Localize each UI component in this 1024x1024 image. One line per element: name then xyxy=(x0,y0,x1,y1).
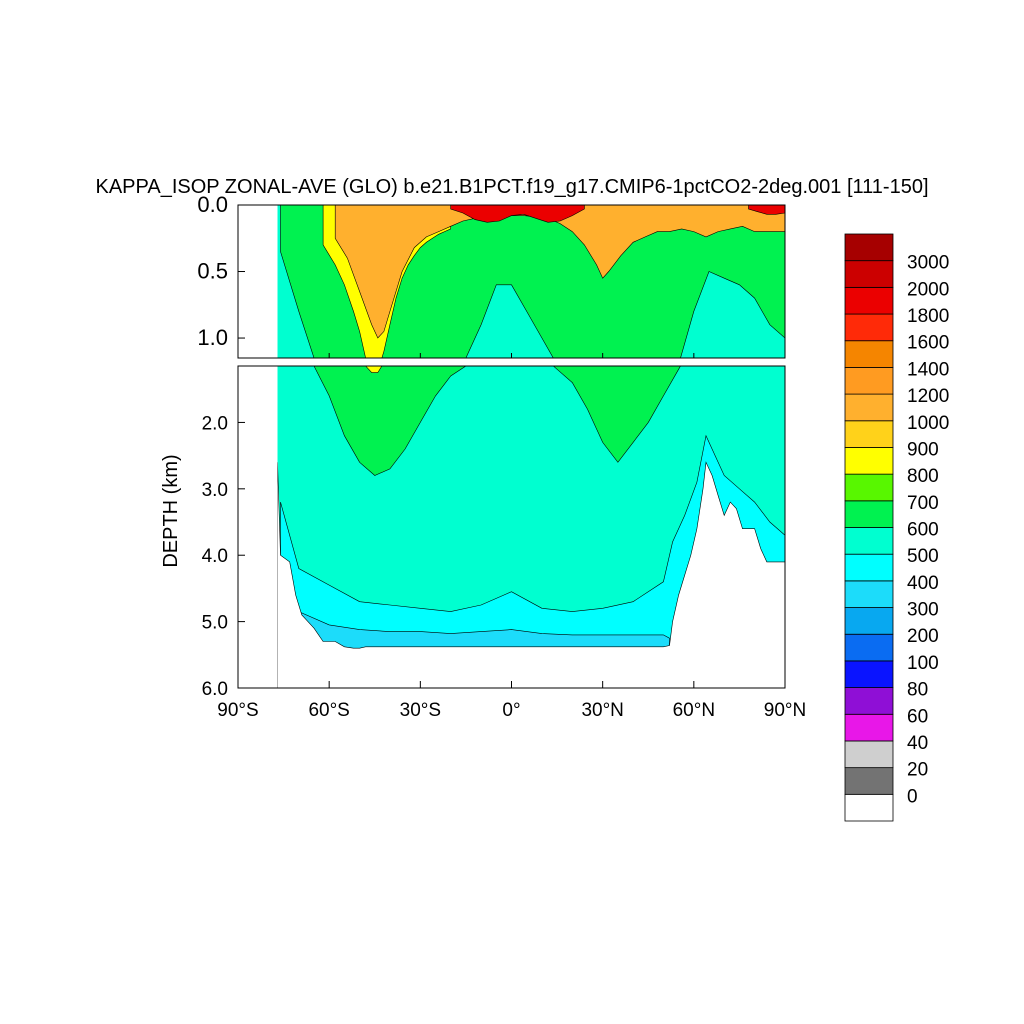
y-tick-label: 4.0 xyxy=(202,546,228,567)
colorbar-label: 300 xyxy=(907,600,939,621)
y-tick-label: 2.0 xyxy=(202,413,228,434)
x-tick-label: 30°N xyxy=(581,700,623,721)
y-tick-label: 6.0 xyxy=(202,679,228,700)
band-800 xyxy=(365,366,383,373)
y-tick-label: 0.5 xyxy=(197,259,228,284)
colorbar-swatch xyxy=(844,420,894,448)
colorbar-swatch xyxy=(844,393,894,422)
x-tick-label: 90°S xyxy=(217,700,258,721)
colorbar-label: 20 xyxy=(907,760,928,781)
x-tick-label: 60°S xyxy=(308,700,349,721)
y-tick-label: 5.0 xyxy=(202,613,228,634)
y-tick-label: 1.0 xyxy=(197,325,228,350)
colorbar-swatch xyxy=(844,313,894,342)
colorbar-label: 900 xyxy=(907,439,939,460)
band-400 xyxy=(280,434,785,688)
antarctica-mask xyxy=(238,205,278,358)
colorbar-label: 100 xyxy=(907,653,939,674)
colorbar: 0 20 40 60 80 100 200 300 400 500 600 700 800 900 1000… xyxy=(844,233,949,822)
colorbar-label: 500 xyxy=(907,546,939,567)
x-tick-label: 90°N xyxy=(764,700,806,721)
colorbar-label: 600 xyxy=(907,520,939,541)
colorbar-swatch xyxy=(844,633,894,662)
y-axis-label: DEPTH (km) xyxy=(160,454,182,567)
band-600 xyxy=(313,366,681,476)
colorbar-label: 0 xyxy=(907,786,918,807)
lower-panel: 2.0 3.0 4.0 5.0 6.0 xyxy=(202,365,786,700)
colorbar-swatch xyxy=(844,367,894,395)
colorbar-label: 3000 xyxy=(907,253,949,274)
colorbar-swatch xyxy=(844,580,894,608)
colorbar-label: 400 xyxy=(907,573,939,594)
colorbar-swatch xyxy=(844,233,894,262)
x-tick-label: 60°N xyxy=(673,700,715,721)
x-axis: 90°S 60°S 30°S 0° 30°N 60°N 90°N xyxy=(217,353,806,721)
colorbar-swatch xyxy=(844,660,894,688)
seafloor-mask xyxy=(277,461,785,688)
colorbar-label: 60 xyxy=(907,706,928,727)
y-tick-label: 0.0 xyxy=(197,192,228,217)
colorbar-swatch xyxy=(844,527,894,555)
band-1800 xyxy=(450,205,585,223)
x-tick-label: 0° xyxy=(502,700,520,721)
colorbar-label: 700 xyxy=(907,493,939,514)
colorbar-label: 2000 xyxy=(907,279,949,300)
colorbar-label: 40 xyxy=(907,733,928,754)
colorbar-label: 1200 xyxy=(907,386,949,407)
colorbar-swatch xyxy=(844,286,894,315)
colorbar-label: 80 xyxy=(907,680,928,701)
band-1000 xyxy=(334,205,785,339)
colorbar-swatch xyxy=(844,447,894,475)
x-tick-label: 30°S xyxy=(400,700,441,721)
antarctica-mask xyxy=(238,366,278,688)
colorbar-swatch xyxy=(844,740,894,769)
band-1800 xyxy=(748,205,785,215)
upper-panel: 0.0 0.5 1.0 xyxy=(197,192,786,359)
colorbar-swatch xyxy=(844,767,894,795)
colorbar-swatch xyxy=(844,793,894,822)
colorbar-label: 1400 xyxy=(907,359,949,380)
colorbar-swatch xyxy=(844,687,894,715)
colorbar-label: 200 xyxy=(907,626,939,647)
colorbar-label: 1000 xyxy=(907,413,949,434)
colorbar-swatch xyxy=(844,473,894,502)
colorbar-swatch xyxy=(844,553,894,582)
colorbar-swatch xyxy=(844,713,894,742)
colorbar-swatch xyxy=(844,260,894,288)
colorbar-swatch xyxy=(844,340,894,368)
colorbar-swatch xyxy=(844,500,894,528)
colorbar-swatch xyxy=(844,607,894,635)
colorbar-label: 1800 xyxy=(907,306,949,327)
colorbar-label: 1600 xyxy=(907,333,949,354)
y-tick-label: 3.0 xyxy=(202,480,228,501)
chart-title: KAPPA_ISOP ZONAL-AVE (GLO) b.e21.B1PCT.f… xyxy=(95,176,928,198)
colorbar-label: 800 xyxy=(907,466,939,487)
